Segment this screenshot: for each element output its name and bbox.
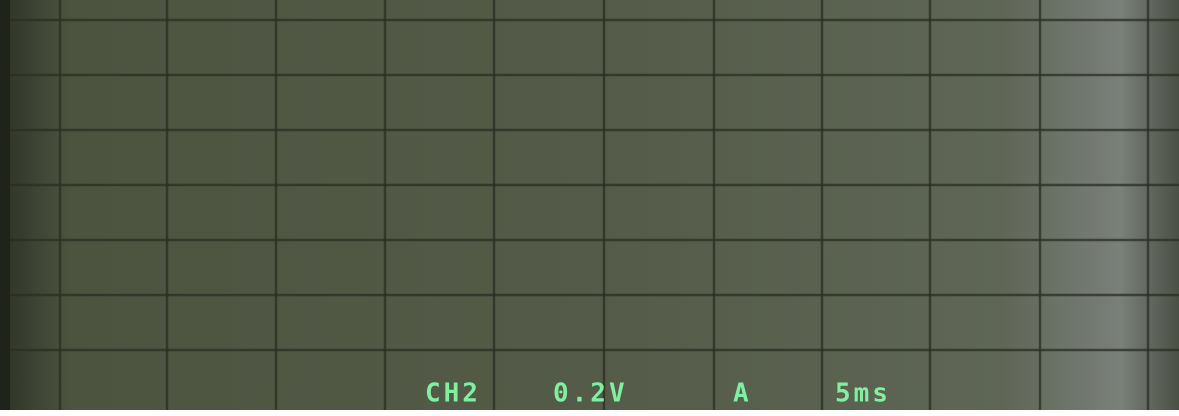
scope-screen: CH2 0.2V A 5ms bbox=[0, 0, 1179, 416]
time-per-div: 5ms bbox=[835, 379, 891, 409]
channel-label: CH2 bbox=[425, 379, 481, 409]
volts-per-div: 0.2V bbox=[553, 379, 628, 409]
screen-background bbox=[0, 0, 1179, 410]
left-bezel bbox=[0, 0, 10, 410]
page: CH2 0.2V A 5ms (() => { const data = JSO… bbox=[0, 0, 1179, 416]
trigger-label: A bbox=[733, 379, 752, 409]
